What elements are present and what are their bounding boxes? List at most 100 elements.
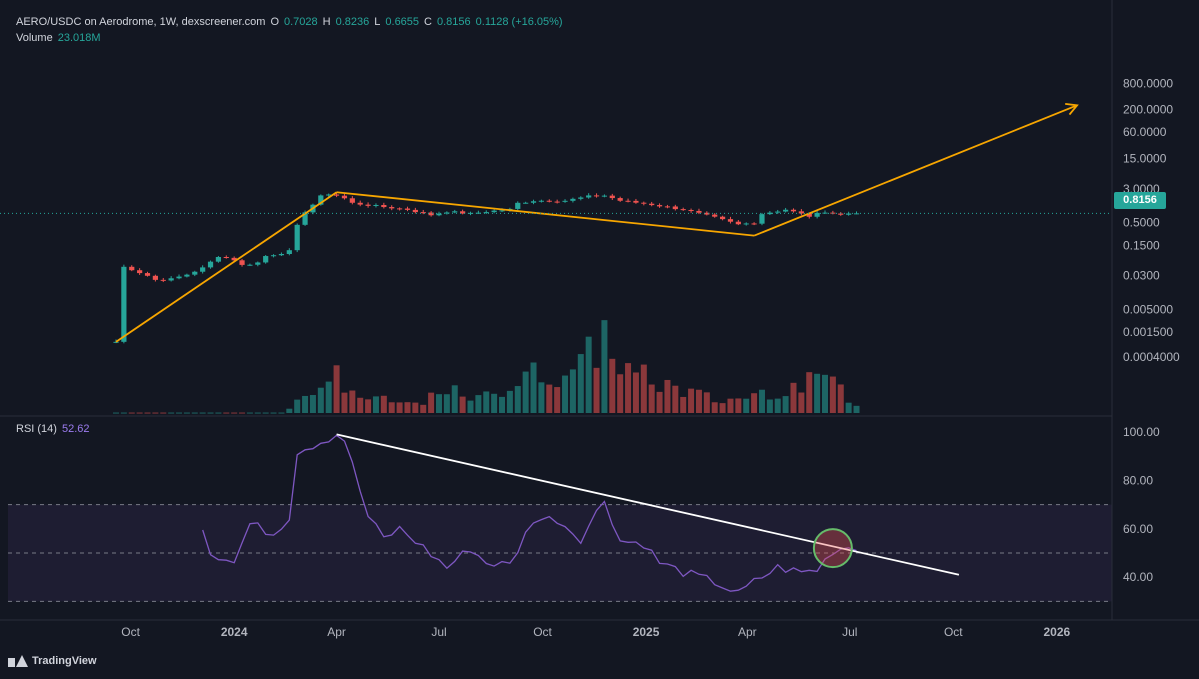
volume-bar	[333, 365, 340, 413]
volume-bar	[286, 408, 293, 413]
ohlc-low-value: 0.6655	[385, 16, 420, 28]
time-tick-label: 2024	[221, 625, 248, 639]
volume-bar	[656, 391, 663, 413]
time-tick-label: Oct	[944, 625, 963, 639]
time-tick-label: Jul	[431, 625, 446, 639]
last-price-badge: 0.8156	[1114, 192, 1166, 209]
candle-body	[570, 198, 576, 201]
candle-body	[704, 212, 710, 215]
volume-bar	[727, 398, 734, 413]
candle-body	[523, 202, 529, 204]
volume-bar	[302, 395, 309, 413]
candle-body	[846, 213, 852, 215]
volume-bar	[451, 385, 458, 413]
candle-body	[554, 201, 560, 203]
volume-bar	[349, 390, 356, 413]
volume-bar	[365, 399, 372, 413]
volume-bar	[278, 412, 285, 414]
volume-bar	[814, 373, 821, 413]
candle-body	[593, 195, 600, 197]
rsi-breakout-circle	[812, 528, 853, 569]
candles	[113, 193, 860, 344]
candle-body	[357, 202, 363, 205]
volume-bar	[688, 388, 695, 413]
volume-bar	[191, 412, 198, 414]
volume-bar	[664, 379, 671, 413]
volume-bar	[152, 412, 159, 414]
volume-bar	[766, 399, 773, 413]
rsi-tick-label: 60.00	[1123, 522, 1153, 536]
rsi-trendline	[336, 433, 960, 576]
volume-bar	[215, 412, 222, 414]
volume-bar	[601, 320, 608, 413]
candle-body	[263, 256, 269, 263]
volume-bar	[790, 382, 797, 413]
candle-body	[491, 210, 497, 213]
candle-body	[389, 207, 395, 209]
candle-body	[239, 260, 245, 265]
candle-body	[814, 212, 820, 217]
volume-bar	[577, 354, 584, 413]
volume-bar	[719, 403, 726, 413]
volume-bar	[798, 392, 805, 413]
volume-bar	[695, 389, 702, 413]
candle-body	[822, 212, 828, 214]
time-tick-label: Oct	[121, 625, 140, 639]
volume-bar	[538, 382, 545, 413]
volume-bar	[239, 412, 246, 414]
tradingview-logo[interactable]: TradingView	[8, 655, 97, 667]
ohlc-high-value: 0.8236	[335, 16, 370, 28]
rsi-label: RSI (14)	[16, 423, 57, 435]
candle-body	[326, 194, 332, 196]
ohlc-close-value: 0.8156	[437, 16, 471, 28]
candle-body	[207, 261, 214, 268]
volume-bar	[254, 412, 261, 414]
volume-bar	[774, 398, 781, 413]
candle-body	[168, 278, 174, 281]
volume-bar	[845, 402, 852, 413]
candle-body	[775, 211, 781, 213]
candle-body	[601, 195, 608, 197]
volume-bar	[388, 402, 395, 413]
volume-bar	[404, 402, 411, 413]
volume-bar	[735, 398, 742, 413]
candle-body	[688, 210, 694, 212]
candle-body	[546, 200, 552, 202]
price-tick-label: 200.0000	[1123, 103, 1173, 117]
volume-bar	[325, 381, 332, 413]
volume-bar	[758, 389, 765, 413]
candle-body	[404, 208, 411, 210]
time-tick-label: 2025	[633, 625, 660, 639]
candle-body	[806, 213, 812, 217]
volume-bar	[491, 393, 498, 413]
candle-body	[397, 208, 403, 210]
volume-bar	[751, 393, 758, 413]
candle-body	[712, 214, 718, 217]
candle-body	[137, 270, 143, 274]
price-tick-label: 0.5000	[1123, 216, 1160, 230]
volume-bar	[680, 396, 687, 413]
time-tick-label: Apr	[327, 625, 346, 639]
candle-body	[641, 202, 647, 204]
candle-body	[467, 212, 474, 214]
ohlc-low-label: L	[374, 16, 381, 28]
candle-body	[625, 200, 631, 202]
volume-bar	[372, 396, 379, 413]
candle-body	[743, 223, 749, 225]
candle-body	[664, 206, 671, 208]
volume-bar	[499, 396, 506, 413]
volume-bar	[183, 412, 190, 414]
candle-body	[460, 211, 466, 214]
candle-body	[838, 213, 844, 215]
candle-body	[302, 212, 308, 225]
candle-body	[735, 221, 741, 225]
candle-body	[144, 273, 151, 276]
volume-bar	[262, 412, 269, 414]
volume-bar	[617, 374, 624, 413]
candle-body	[294, 224, 300, 251]
price-trendline	[115, 191, 338, 343]
volume-bar	[420, 404, 427, 413]
price-tick-label: 800.0000	[1123, 76, 1173, 90]
volume-value: 23.018M	[57, 32, 101, 44]
volume-bar	[546, 384, 553, 413]
